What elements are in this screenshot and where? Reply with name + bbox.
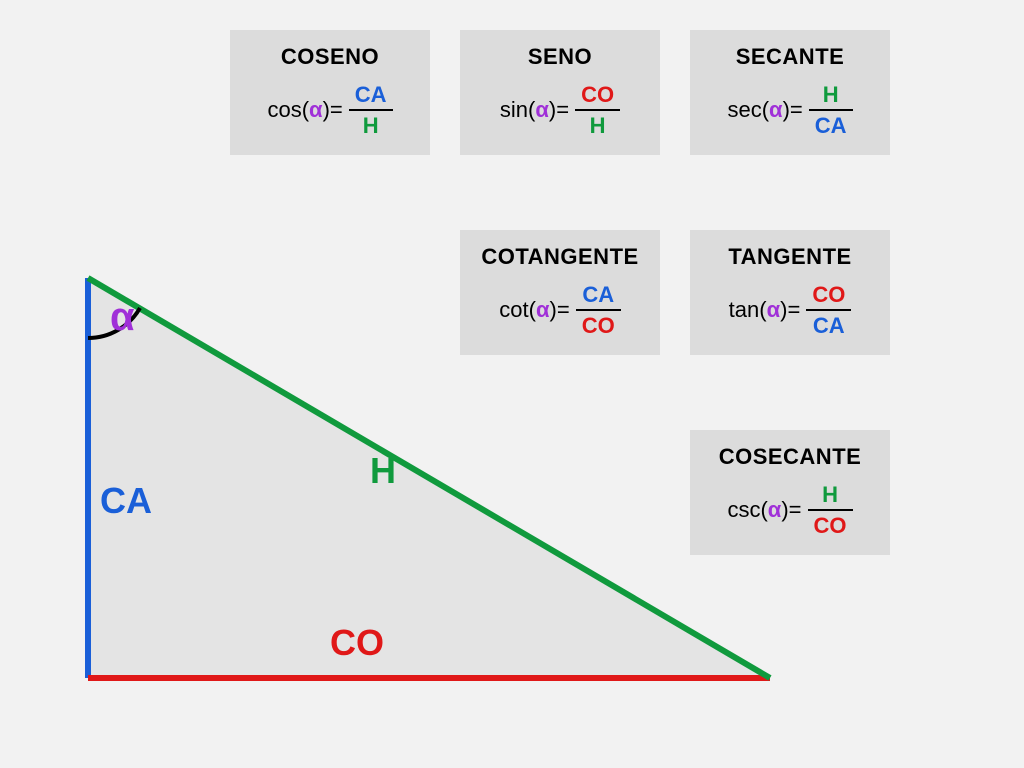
fraction-denominator: H: [584, 111, 612, 138]
card-formula: cos(α)=CAH: [240, 82, 420, 139]
card-formula: tan(α)=COCA: [700, 282, 880, 339]
card-tangente: TANGENTE tan(α)=COCA: [690, 230, 890, 355]
fraction: COH: [575, 82, 620, 139]
fraction: CAH: [349, 82, 393, 139]
fraction-numerator: H: [816, 482, 844, 509]
fraction-numerator: CO: [575, 82, 620, 109]
fraction-denominator: CA: [807, 311, 851, 338]
formula-lhs: csc(α)=: [727, 497, 801, 523]
card-title: COTANGENTE: [470, 244, 650, 270]
alpha-symbol: α: [768, 497, 782, 523]
paren-open: (: [529, 297, 536, 323]
paren-close-eq: )=: [780, 297, 800, 323]
fn-name: sec: [727, 97, 761, 123]
card-formula: sin(α)=COH: [470, 82, 650, 139]
alpha-symbol: α: [769, 97, 783, 123]
card-title: SENO: [470, 44, 650, 70]
formula-lhs: tan(α)=: [729, 297, 801, 323]
fraction-denominator: CO: [808, 511, 853, 538]
fraction-denominator: H: [357, 111, 385, 138]
paren-open: (: [528, 97, 535, 123]
card-formula: cot(α)=CACO: [470, 282, 650, 339]
formula-lhs: cos(α)=: [267, 97, 342, 123]
alpha-symbol: α: [309, 97, 323, 123]
fn-name: tan: [729, 297, 760, 323]
side-label-h: H: [370, 450, 396, 492]
card-title: COSECANTE: [700, 444, 880, 470]
alpha-symbol: α: [536, 297, 550, 323]
formula-lhs: sec(α)=: [727, 97, 802, 123]
fraction-numerator: CO: [806, 282, 851, 309]
side-label-co: CO: [330, 622, 384, 664]
fraction: COCA: [806, 282, 851, 339]
fraction-numerator: CA: [349, 82, 393, 109]
fraction: CACO: [576, 282, 621, 339]
card-seno: SENO sin(α)=COH: [460, 30, 660, 155]
card-cosecante: COSECANTE csc(α)= HCO: [690, 430, 890, 555]
paren-open: (: [760, 497, 767, 523]
formula-lhs: cot(α)=: [499, 297, 569, 323]
fraction: HCO: [808, 482, 853, 539]
card-title: TANGENTE: [700, 244, 880, 270]
fraction-numerator: H: [817, 82, 845, 109]
paren-close-eq: )=: [783, 97, 803, 123]
triangle-diagram: α CA H CO: [70, 260, 790, 700]
side-label-ca: CA: [100, 480, 152, 522]
card-cotangente: COTANGENTEcot(α)=CACO: [460, 230, 660, 355]
fraction: HCA: [809, 82, 853, 139]
fn-name: csc: [727, 497, 760, 523]
alpha-symbol: α: [767, 297, 781, 323]
card-formula: csc(α)= HCO: [700, 482, 880, 539]
angle-label-alpha: α: [110, 295, 135, 340]
card-title: SECANTE: [700, 44, 880, 70]
fn-name: cos: [267, 97, 301, 123]
fraction-denominator: CO: [576, 311, 621, 338]
fraction-numerator: CA: [576, 282, 620, 309]
triangle-svg: [70, 260, 790, 700]
formula-lhs: sin(α)=: [500, 97, 569, 123]
card-title: COSENO: [240, 44, 420, 70]
fraction-denominator: CA: [809, 111, 853, 138]
card-coseno: COSENOcos(α)=CAH: [230, 30, 430, 155]
alpha-symbol: α: [535, 97, 549, 123]
fn-name: sin: [500, 97, 528, 123]
paren-close-eq: )=: [781, 497, 801, 523]
card-secante: SECANTEsec(α)=HCA: [690, 30, 890, 155]
paren-open: (: [762, 97, 769, 123]
paren-open: (: [302, 97, 309, 123]
paren-close-eq: )=: [323, 97, 343, 123]
paren-close-eq: )=: [550, 297, 570, 323]
paren-close-eq: )=: [549, 97, 569, 123]
fn-name: cot: [499, 297, 528, 323]
card-formula: sec(α)=HCA: [700, 82, 880, 139]
paren-open: (: [759, 297, 766, 323]
